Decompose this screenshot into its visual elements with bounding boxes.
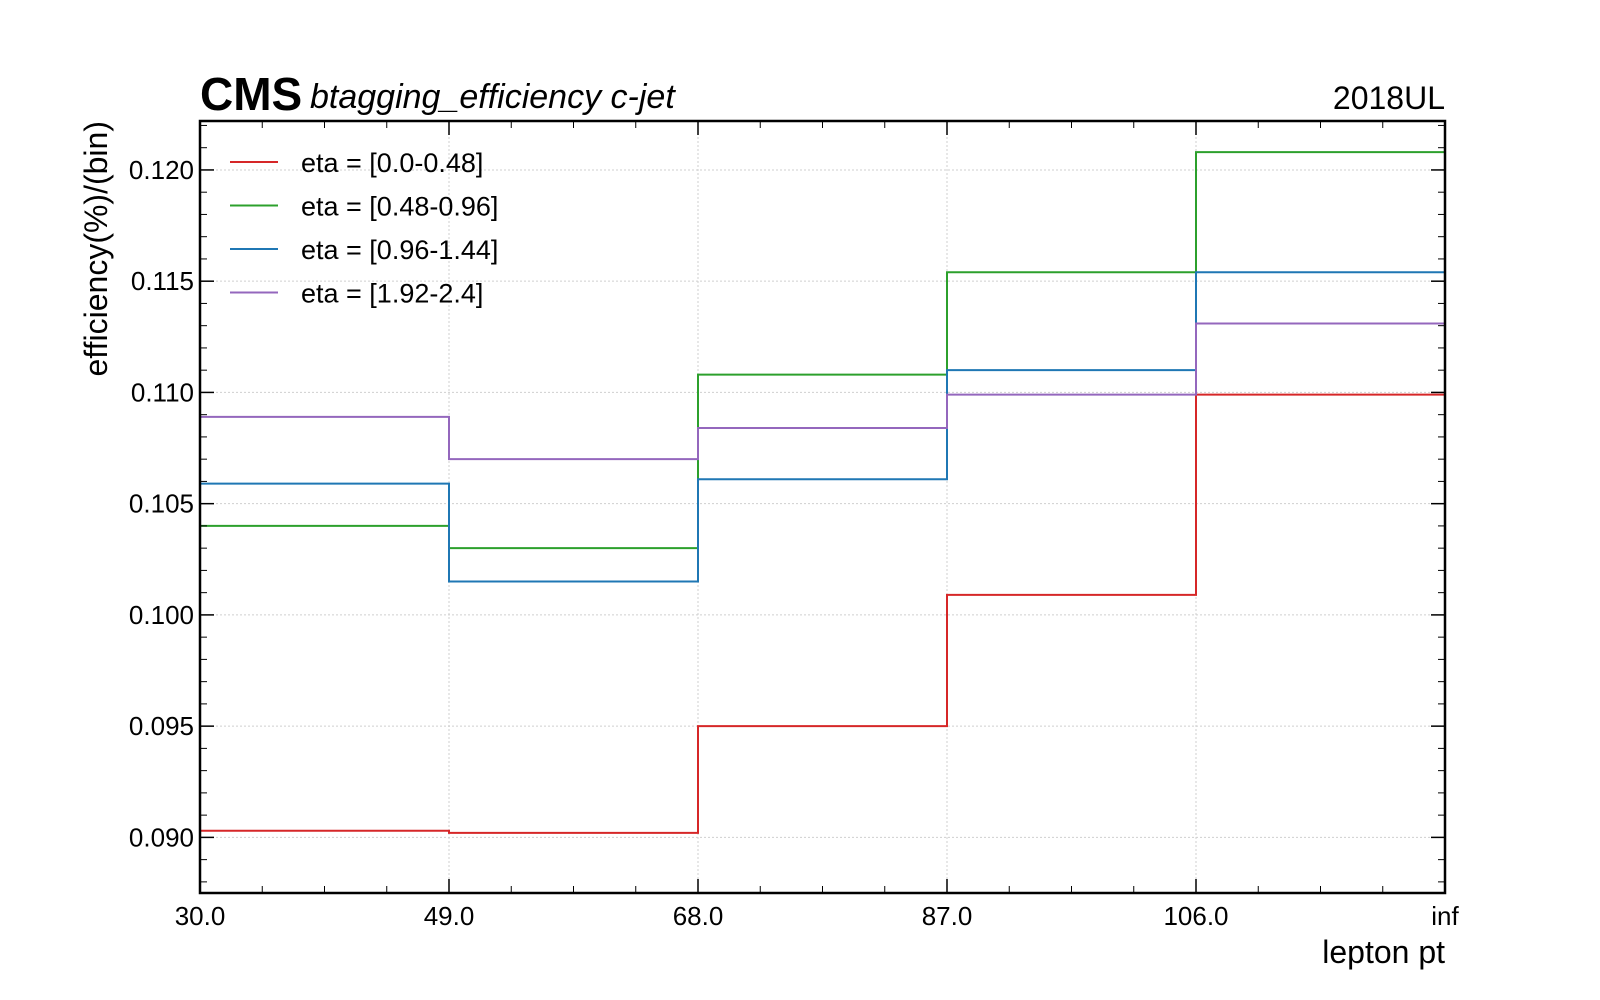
x-tick-label: inf: [1431, 901, 1459, 931]
x-tick-label: 87.0: [922, 901, 973, 931]
plot-frame: [198, 119, 1447, 895]
y-tick-label: 0.115: [131, 266, 194, 296]
legend-label: eta = [0.0-0.48]: [301, 148, 483, 178]
x-tick-label: 106.0: [1163, 901, 1228, 931]
y-tick-label: 0.090: [129, 822, 194, 852]
legend: eta = [0.0-0.48] eta = [0.48-0.96] eta = […: [230, 148, 498, 309]
legend-label: eta = [1.92-2.4]: [301, 279, 483, 309]
tick-labels: 30.0 49.0 68.0 87.0 106.0 inf 0.090 0.095 0.100 0…: [129, 155, 1460, 931]
series-line: [200, 322, 1445, 461]
y-axis-label: efficiency(%)/(bin): [78, 121, 114, 376]
experiment-label: CMS: [200, 68, 302, 120]
y-tick-label: 0.110: [131, 377, 194, 407]
x-axis-label: lepton pt: [1322, 934, 1445, 970]
legend-label: eta = [0.48-0.96]: [301, 192, 498, 222]
y-tick-label: 0.120: [129, 155, 194, 185]
y-tick-label: 0.100: [129, 600, 194, 630]
y-tick-label: 0.095: [129, 711, 194, 741]
y-tick-label: 0.105: [129, 489, 194, 519]
legend-label: eta = [0.96-1.44]: [301, 235, 498, 265]
series-line: [200, 393, 1445, 834]
series-line: [200, 271, 1445, 583]
chart-subtitle: btagging_efficiency c-jet: [310, 78, 676, 116]
series-lines: [200, 151, 1445, 834]
year-label: 2018UL: [1333, 80, 1445, 116]
x-tick-label: 30.0: [175, 901, 226, 931]
x-tick-label: 49.0: [424, 901, 475, 931]
x-tick-label: 68.0: [673, 901, 724, 931]
